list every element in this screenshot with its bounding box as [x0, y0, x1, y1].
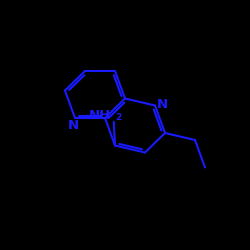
Text: 2: 2 — [116, 113, 122, 122]
Text: N: N — [68, 119, 79, 132]
Text: NH: NH — [88, 109, 110, 122]
Text: N: N — [157, 98, 168, 111]
